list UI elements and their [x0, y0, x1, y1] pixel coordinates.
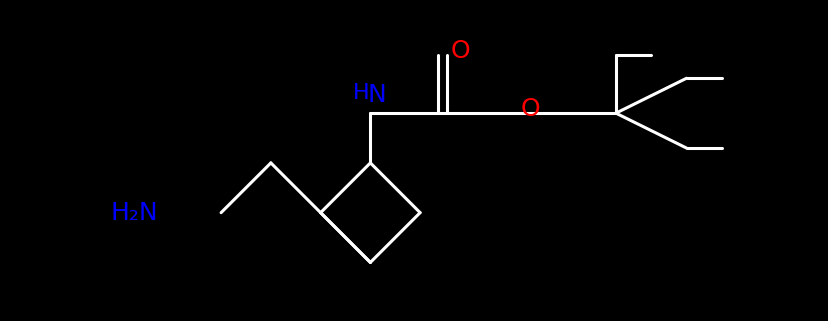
Text: O: O [450, 39, 469, 63]
Text: H₂N: H₂N [110, 201, 157, 225]
Text: H: H [352, 83, 368, 103]
Text: N: N [367, 83, 386, 108]
Text: O: O [521, 97, 540, 121]
